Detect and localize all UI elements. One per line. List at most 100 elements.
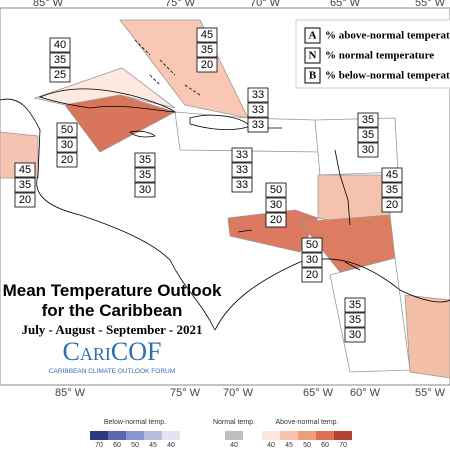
coast: [0, 98, 450, 331]
legend-swatch: [108, 431, 126, 440]
value-cell: [14, 192, 36, 208]
value-cell: [344, 327, 366, 343]
region-box: 50 30 20: [301, 237, 323, 283]
value-text: 35: [54, 54, 66, 66]
value-cell: [381, 167, 403, 183]
legend-swatch: [316, 431, 334, 440]
value-text: 33: [236, 164, 248, 176]
value-cell: [265, 197, 287, 213]
value-cell: [14, 162, 36, 178]
legend-label: Normal temp.: [213, 419, 255, 426]
value-cell: [134, 182, 156, 198]
key-text: % above-normal temperature: [325, 30, 450, 42]
value-text: 45: [386, 169, 398, 181]
key-text: % below-normal temperature: [325, 70, 450, 82]
legend-swatch: [162, 431, 180, 440]
value-text: 33: [252, 104, 264, 116]
legend-swatch: [126, 431, 144, 440]
legend-label: Above-normal temp.: [275, 419, 338, 426]
legend-tick: 50: [303, 442, 311, 449]
value-cell: [344, 297, 366, 313]
value-text: 50: [270, 184, 282, 196]
value-text: 35: [201, 44, 213, 56]
key-panel: [295, 19, 450, 89]
value-text: 50: [306, 239, 318, 251]
value-cell: [49, 37, 71, 53]
legend-swatch: [144, 431, 162, 440]
value-cell: [49, 52, 71, 68]
longitude-label: 85° W: [55, 387, 86, 399]
value-cell: [196, 27, 218, 43]
value-text: 30: [362, 144, 374, 156]
legend-swatch: [334, 431, 352, 440]
value-cell: [301, 252, 323, 268]
value-cell: [134, 152, 156, 168]
value-cell: [301, 237, 323, 253]
value-cell: [357, 127, 379, 143]
legend-tick: 70: [95, 442, 103, 449]
value-cell: [381, 182, 403, 198]
value-cell: [14, 177, 36, 193]
region-box: 33 33 33: [247, 87, 269, 133]
value-text: 30: [139, 184, 151, 196]
key-letter-box: [304, 47, 321, 64]
key-letter: N: [309, 50, 317, 62]
value-text: 25: [54, 69, 66, 81]
value-cell: [381, 197, 403, 213]
legend-tick: 50: [131, 442, 139, 449]
legend-swatch: [280, 431, 298, 440]
longitude-label: 65° W: [330, 0, 361, 9]
value-text: 35: [362, 114, 374, 126]
longitude-label: 60° W: [350, 387, 381, 399]
coast: [38, 88, 177, 113]
value-text: 20: [201, 59, 213, 71]
value-text: 30: [61, 139, 73, 151]
value-text: 20: [270, 214, 282, 226]
key-letter: A: [309, 30, 317, 42]
region-box: 45 35 20: [381, 167, 403, 213]
region-box: 35 35 30: [134, 152, 156, 198]
value-text: 35: [349, 314, 361, 326]
legend-tick: 60: [113, 442, 121, 449]
legend-tick: 70: [339, 442, 347, 449]
region-box: 45 35 20: [196, 27, 218, 73]
key-letter: B: [309, 70, 317, 82]
season: July - August - September - 2021: [21, 322, 202, 337]
value-text: 40: [54, 39, 66, 51]
value-cell: [301, 267, 323, 283]
key-text: % normal temperature: [325, 50, 434, 62]
value-cell: [247, 102, 269, 118]
longitude-label: 55° W: [415, 387, 446, 399]
logo: CariCOF: [63, 337, 162, 366]
longitude-label: 65° W: [303, 387, 334, 399]
value-text: 50: [61, 124, 73, 136]
legend-swatch: [298, 431, 316, 440]
legend-tick: 45: [149, 442, 157, 449]
value-text: 35: [19, 179, 31, 191]
value-text: 35: [386, 184, 398, 196]
value-text: 35: [349, 299, 361, 311]
longitude-label: 70° W: [223, 387, 254, 399]
title: for the Caribbean: [42, 301, 183, 320]
value-cell: [265, 212, 287, 228]
value-cell: [357, 142, 379, 158]
value-cell: [49, 67, 71, 83]
value-cell: [56, 122, 78, 138]
legend-tick: 60: [321, 442, 329, 449]
longitude-label: 75° W: [165, 0, 196, 9]
value-cell: [196, 42, 218, 58]
longitude-label: 85° W: [33, 0, 64, 9]
value-text: 35: [139, 169, 151, 181]
value-text: 20: [19, 194, 31, 206]
region-box: 33 33 33: [231, 147, 253, 193]
region-box: 45 35 20: [14, 162, 36, 208]
value-cell: [56, 137, 78, 153]
coast: [134, 39, 201, 96]
value-text: 45: [201, 29, 213, 41]
zone: [314, 117, 399, 176]
coast: [237, 127, 361, 271]
legend-tick: 45: [285, 442, 293, 449]
value-text: 20: [306, 269, 318, 281]
value-text: 30: [306, 254, 318, 266]
